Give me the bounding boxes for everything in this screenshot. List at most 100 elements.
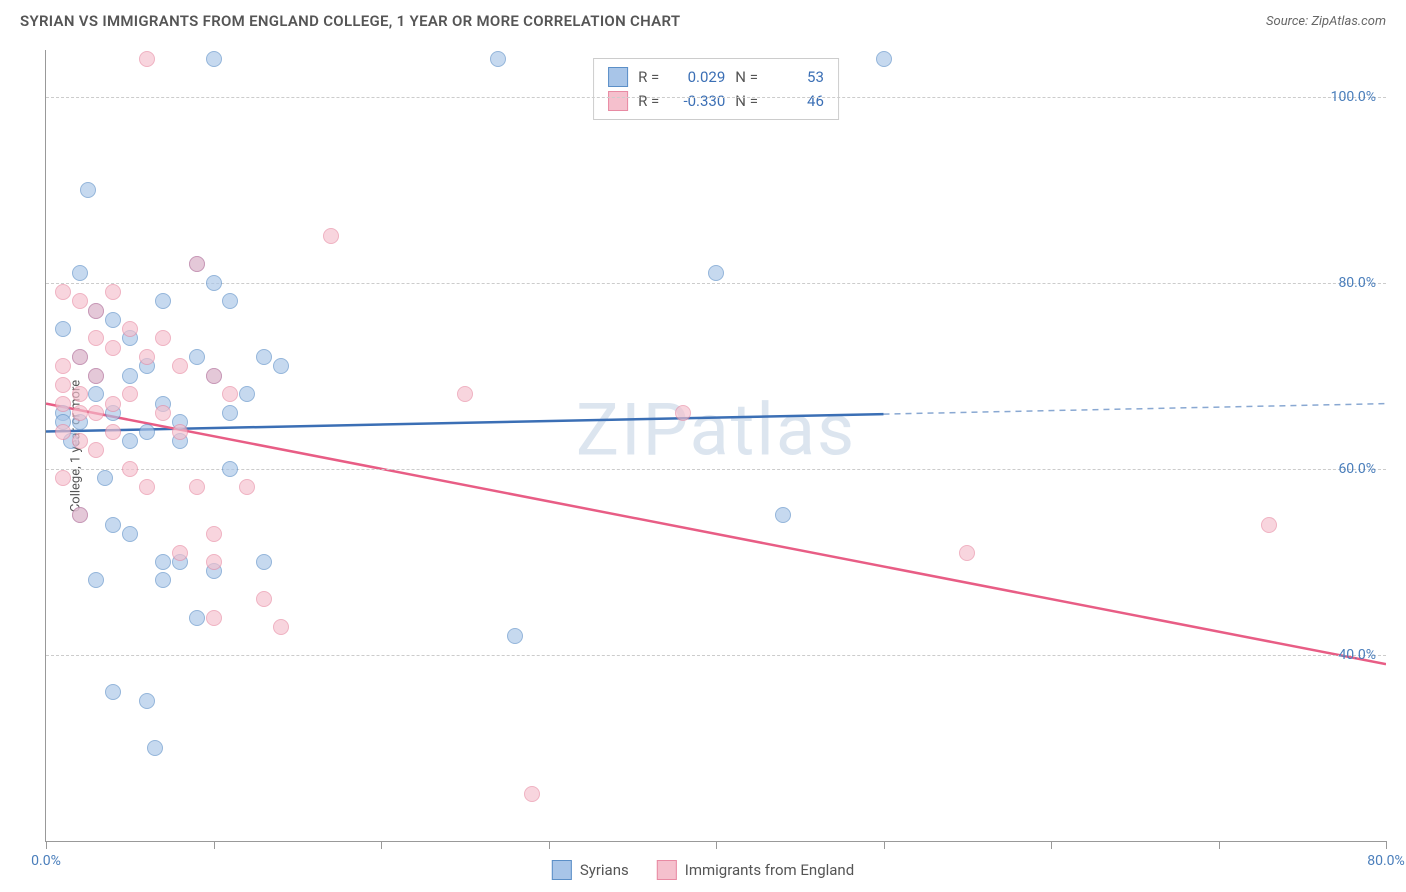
legend-item: Syrians: [552, 860, 629, 880]
y-tick-label: 40.0%: [1338, 647, 1376, 663]
x-tick: [884, 841, 885, 849]
data-point-syrians: [155, 554, 171, 570]
data-point-england: [55, 424, 71, 440]
data-point-syrians: [256, 349, 272, 365]
data-point-syrians: [105, 517, 121, 533]
data-point-england: [55, 358, 71, 374]
data-point-england: [88, 303, 104, 319]
data-point-syrians: [122, 368, 138, 384]
data-point-england: [139, 479, 155, 495]
data-point-england: [155, 330, 171, 346]
y-tick-label: 100.0%: [1331, 89, 1376, 105]
data-point-england: [172, 424, 188, 440]
watermark: ZIPatlas: [576, 387, 856, 472]
x-tick-label: 0.0%: [31, 853, 61, 869]
r-value: 0.029: [669, 68, 725, 86]
data-point-england: [675, 405, 691, 421]
data-point-england: [222, 386, 238, 402]
x-tick: [381, 841, 382, 849]
data-point-syrians: [97, 470, 113, 486]
data-point-england: [239, 479, 255, 495]
data-point-syrians: [105, 312, 121, 328]
data-point-syrians: [256, 554, 272, 570]
x-tick: [1386, 841, 1387, 849]
data-point-england: [55, 284, 71, 300]
data-point-syrians: [222, 461, 238, 477]
data-point-england: [524, 786, 540, 802]
x-tick: [46, 841, 47, 849]
data-point-england: [206, 554, 222, 570]
n-label: N =: [735, 68, 758, 86]
data-point-syrians: [273, 358, 289, 374]
data-point-england: [139, 51, 155, 67]
data-point-england: [72, 349, 88, 365]
data-point-syrians: [139, 693, 155, 709]
data-point-syrians: [122, 526, 138, 542]
gridline: [46, 97, 1386, 98]
data-point-syrians: [189, 349, 205, 365]
gridline: [46, 283, 1386, 284]
data-point-england: [55, 470, 71, 486]
data-point-england: [155, 405, 171, 421]
data-point-england: [88, 442, 104, 458]
data-point-england: [189, 479, 205, 495]
data-point-syrians: [55, 321, 71, 337]
swatch-icon: [657, 860, 677, 880]
data-point-england: [189, 256, 205, 272]
legend-row-england: R =-0.330N =46: [608, 89, 824, 113]
data-point-england: [105, 284, 121, 300]
data-point-syrians: [222, 293, 238, 309]
scatter-plot-area: ZIPatlas R =0.029N =53R =-0.330N =46 40.…: [45, 50, 1386, 842]
data-point-england: [172, 358, 188, 374]
data-point-syrians: [139, 424, 155, 440]
data-point-england: [72, 386, 88, 402]
data-point-england: [72, 293, 88, 309]
legend-label: Immigrants from England: [685, 861, 854, 879]
x-tick-label: 80.0%: [1367, 853, 1405, 869]
trend-lines: [46, 50, 1386, 841]
data-point-england: [55, 377, 71, 393]
correlation-legend: R =0.029N =53R =-0.330N =46: [593, 58, 839, 120]
swatch-icon: [608, 91, 628, 111]
legend-label: Syrians: [580, 861, 629, 879]
data-point-england: [88, 330, 104, 346]
gridline: [46, 469, 1386, 470]
x-tick: [214, 841, 215, 849]
data-point-england: [72, 405, 88, 421]
data-point-england: [206, 368, 222, 384]
data-point-england: [457, 386, 473, 402]
data-point-england: [1261, 517, 1277, 533]
x-tick: [1051, 841, 1052, 849]
data-point-england: [273, 619, 289, 635]
legend-row-syrians: R = 0.029 N = 53: [608, 65, 824, 89]
data-point-syrians: [775, 507, 791, 523]
r-label: R =: [638, 68, 659, 86]
data-point-england: [105, 424, 121, 440]
swatch-icon: [552, 860, 572, 880]
x-tick: [549, 841, 550, 849]
chart-header: SYRIAN VS IMMIGRANTS FROM ENGLAND COLLEG…: [0, 0, 1406, 38]
data-point-syrians: [88, 386, 104, 402]
data-point-england: [122, 461, 138, 477]
legend-item: Immigrants from England: [657, 860, 854, 880]
data-point-england: [172, 545, 188, 561]
data-point-syrians: [507, 628, 523, 644]
data-point-syrians: [189, 610, 205, 626]
data-point-england: [206, 526, 222, 542]
data-point-england: [55, 396, 71, 412]
data-point-england: [122, 386, 138, 402]
n-value: 53: [768, 68, 824, 86]
y-tick-label: 80.0%: [1338, 275, 1376, 291]
y-tick-label: 60.0%: [1338, 461, 1376, 477]
data-point-england: [139, 349, 155, 365]
data-point-england: [959, 545, 975, 561]
data-point-syrians: [105, 684, 121, 700]
data-point-syrians: [490, 51, 506, 67]
data-point-syrians: [155, 572, 171, 588]
n-label: N =: [735, 92, 758, 110]
n-value: 46: [768, 92, 824, 110]
gridline: [46, 655, 1386, 656]
data-point-syrians: [708, 265, 724, 281]
data-point-syrians: [147, 740, 163, 756]
data-point-england: [256, 591, 272, 607]
